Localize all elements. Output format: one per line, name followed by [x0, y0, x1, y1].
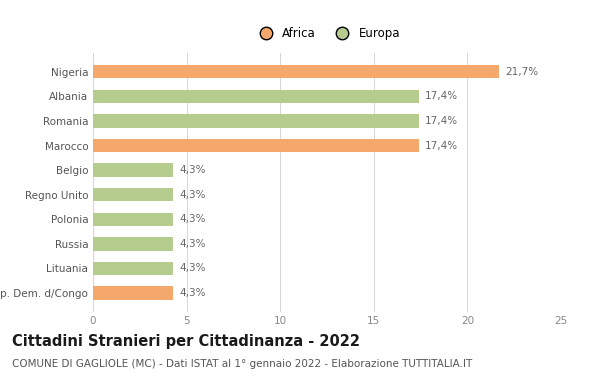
- Bar: [93, 139, 419, 152]
- Text: 4,3%: 4,3%: [179, 165, 206, 175]
- Legend: Africa, Europa: Africa, Europa: [251, 24, 403, 42]
- Text: 17,4%: 17,4%: [424, 91, 457, 101]
- Text: 4,3%: 4,3%: [179, 190, 206, 200]
- Bar: [93, 237, 173, 251]
- Bar: [93, 163, 173, 177]
- Text: 17,4%: 17,4%: [424, 141, 457, 150]
- Bar: [93, 188, 173, 201]
- Bar: [93, 286, 173, 300]
- Text: 4,3%: 4,3%: [179, 214, 206, 224]
- Bar: [93, 212, 173, 226]
- Text: 17,4%: 17,4%: [424, 116, 457, 126]
- Bar: [93, 90, 419, 103]
- Text: 4,3%: 4,3%: [179, 263, 206, 274]
- Text: 4,3%: 4,3%: [179, 239, 206, 249]
- Bar: [93, 262, 173, 275]
- Text: 4,3%: 4,3%: [179, 288, 206, 298]
- Bar: [93, 114, 419, 128]
- Text: 21,7%: 21,7%: [505, 67, 538, 77]
- Bar: [93, 65, 499, 79]
- Text: COMUNE DI GAGLIOLE (MC) - Dati ISTAT al 1° gennaio 2022 - Elaborazione TUTTITALI: COMUNE DI GAGLIOLE (MC) - Dati ISTAT al …: [12, 359, 472, 369]
- Text: Cittadini Stranieri per Cittadinanza - 2022: Cittadini Stranieri per Cittadinanza - 2…: [12, 334, 360, 349]
